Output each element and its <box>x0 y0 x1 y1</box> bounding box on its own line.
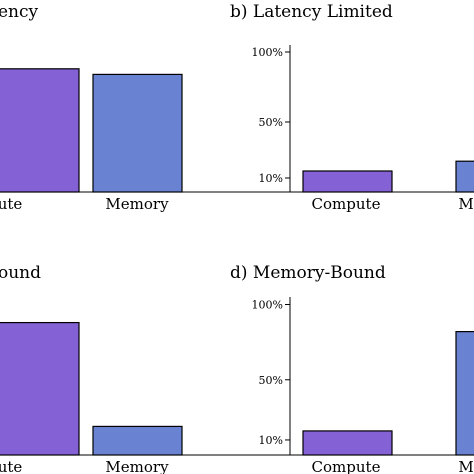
panel-d-chart: 100% 50% 10% Compute M <box>252 297 474 474</box>
y-tick-label: 10% <box>259 434 283 447</box>
x-tick-label: ute <box>0 195 22 213</box>
panel-a-chart: ute Memory <box>0 68 474 213</box>
panel-b-title: b) Latency Limited <box>230 2 393 22</box>
y-tick-label: 10% <box>259 172 283 185</box>
bar-compute <box>302 170 393 193</box>
panel-c-title: ound <box>0 263 41 283</box>
x-tick-label: Memory <box>105 195 169 213</box>
panel-a-title: ency <box>0 2 39 22</box>
y-tick-label: 100% <box>252 46 283 59</box>
x-tick-label: M <box>458 195 473 213</box>
panel-b-chart: 100% 50% 10% Compute M <box>252 45 474 213</box>
bar-memory <box>455 331 474 456</box>
x-tick-label: Memory <box>105 458 169 474</box>
y-tick-label: 100% <box>252 299 283 312</box>
panel-d-title: d) Memory-Bound <box>230 263 386 283</box>
panel-c-chart: ute Memory <box>0 321 474 474</box>
y-tick-label: 50% <box>259 374 283 387</box>
bar-compute <box>302 430 393 456</box>
y-tick-label: 50% <box>259 116 283 129</box>
bar-memory <box>92 73 183 193</box>
x-tick-label: Compute <box>312 195 381 213</box>
bar-memory <box>455 160 474 193</box>
x-tick-label: Compute <box>312 458 381 474</box>
bar-memory <box>92 425 183 456</box>
bar-compute <box>0 68 80 193</box>
bar-compute <box>0 321 80 456</box>
x-tick-label: M <box>458 458 473 474</box>
x-tick-label: ute <box>0 458 22 474</box>
